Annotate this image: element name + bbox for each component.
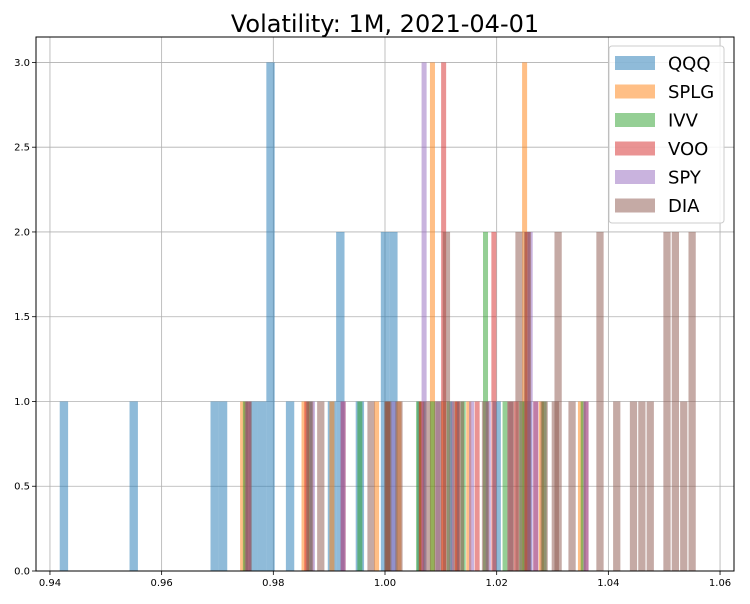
histogram-bar <box>613 401 621 571</box>
y-tick-label: 1.0 <box>14 397 30 408</box>
histogram-bar <box>646 401 654 571</box>
histogram-bar <box>266 62 275 572</box>
histogram-bar <box>244 401 252 571</box>
histogram-bar <box>688 231 696 571</box>
histogram-bar <box>395 401 403 571</box>
legend-label: SPY <box>668 168 702 189</box>
legend-label: IVV <box>668 111 699 132</box>
histogram-bar <box>429 401 435 571</box>
histogram-bar <box>257 401 267 571</box>
histogram-bar <box>568 401 576 571</box>
legend-swatch <box>615 141 655 156</box>
histogram-bar <box>456 401 465 571</box>
legend-label: DIA <box>668 196 700 217</box>
x-tick-label: 1.06 <box>709 578 731 589</box>
histogram-bar <box>491 231 497 571</box>
histogram-bar <box>367 401 375 571</box>
chart-title: Volatility: 1M, 2021-04-01 <box>231 10 539 38</box>
x-tick-label: 0.94 <box>39 578 61 589</box>
histogram-bar <box>629 401 638 571</box>
x-tick-label: 1.04 <box>597 578 619 589</box>
histogram-bar <box>466 401 472 571</box>
legend-label: VOO <box>668 139 708 160</box>
legend: QQQ SPLG IVV VOO SPY DIA <box>608 45 725 224</box>
histogram-bar <box>523 231 532 571</box>
bars <box>59 62 696 572</box>
histogram-bar <box>59 401 69 571</box>
histogram-bar <box>129 401 138 571</box>
legend-swatch <box>615 56 655 70</box>
histogram-bar <box>515 231 523 571</box>
histogram-bar <box>285 401 295 571</box>
y-tick-label: 1.5 <box>14 312 30 323</box>
legend-label: SPLG <box>668 82 714 103</box>
y-tick-label: 0.5 <box>14 482 30 493</box>
histogram-bar <box>442 231 451 571</box>
histogram-bar <box>502 401 508 571</box>
legend-swatch <box>615 113 655 127</box>
histogram-bar <box>301 401 307 571</box>
legend-swatch <box>615 84 655 99</box>
x-tick-label: 0.96 <box>151 578 173 589</box>
histogram-bar <box>492 401 501 571</box>
y-tick-label: 2.5 <box>14 143 30 154</box>
histogram-bar <box>317 401 325 571</box>
histogram-bar <box>540 401 548 571</box>
histogram-bar <box>374 401 380 571</box>
histogram-bar <box>554 231 562 571</box>
histogram-bar <box>249 401 258 571</box>
histogram-bar <box>418 401 424 571</box>
y-tick-label: 2.0 <box>14 227 30 238</box>
histogram-bar <box>340 401 346 571</box>
x-tick-label: 1.00 <box>374 578 396 589</box>
histogram-bar <box>449 401 455 571</box>
histogram-bar <box>507 401 515 571</box>
histogram-bar <box>638 401 646 571</box>
histogram-bar <box>580 401 586 571</box>
histogram-bar <box>469 401 475 571</box>
histogram-bar <box>452 401 458 571</box>
x-tick-label: 0.98 <box>262 578 284 589</box>
histogram-bar <box>474 401 480 571</box>
histogram-bar <box>218 401 228 571</box>
histogram-bar <box>336 231 345 571</box>
legend-swatch <box>615 170 655 184</box>
histogram-bar <box>423 401 431 571</box>
x-tick-label: 1.02 <box>486 578 508 589</box>
histogram-bar <box>671 231 679 571</box>
histogram-bar <box>305 401 314 571</box>
histogram-bar <box>663 231 671 571</box>
legend-swatch <box>615 198 655 213</box>
series-dia <box>244 231 696 571</box>
histogram-bar <box>434 401 442 571</box>
histogram-bar <box>390 401 396 571</box>
histogram-bar <box>357 401 363 571</box>
histogram-bar <box>577 401 583 571</box>
y-tick-label: 3.0 <box>14 58 30 69</box>
histogram-bar <box>421 62 427 572</box>
histogram-bar <box>384 401 392 571</box>
histogram-bar <box>240 401 246 571</box>
legend-label: QQQ <box>668 54 711 75</box>
histogram-bar <box>481 401 490 571</box>
histogram-bar <box>415 401 422 571</box>
histogram-bar <box>210 401 219 571</box>
histogram-bar <box>329 401 335 571</box>
histogram-bar <box>596 231 604 571</box>
histogram-bar <box>680 401 688 571</box>
axis-ticks: 0.94 0.96 0.98 1.00 1.02 1.04 1.06 0.0 0.5 1.0 1.5… <box>14 58 731 589</box>
histogram-bar <box>583 401 589 571</box>
histogram-bar <box>533 401 539 571</box>
y-tick-label: 0.0 <box>14 567 30 578</box>
histogram-bar <box>429 62 435 572</box>
